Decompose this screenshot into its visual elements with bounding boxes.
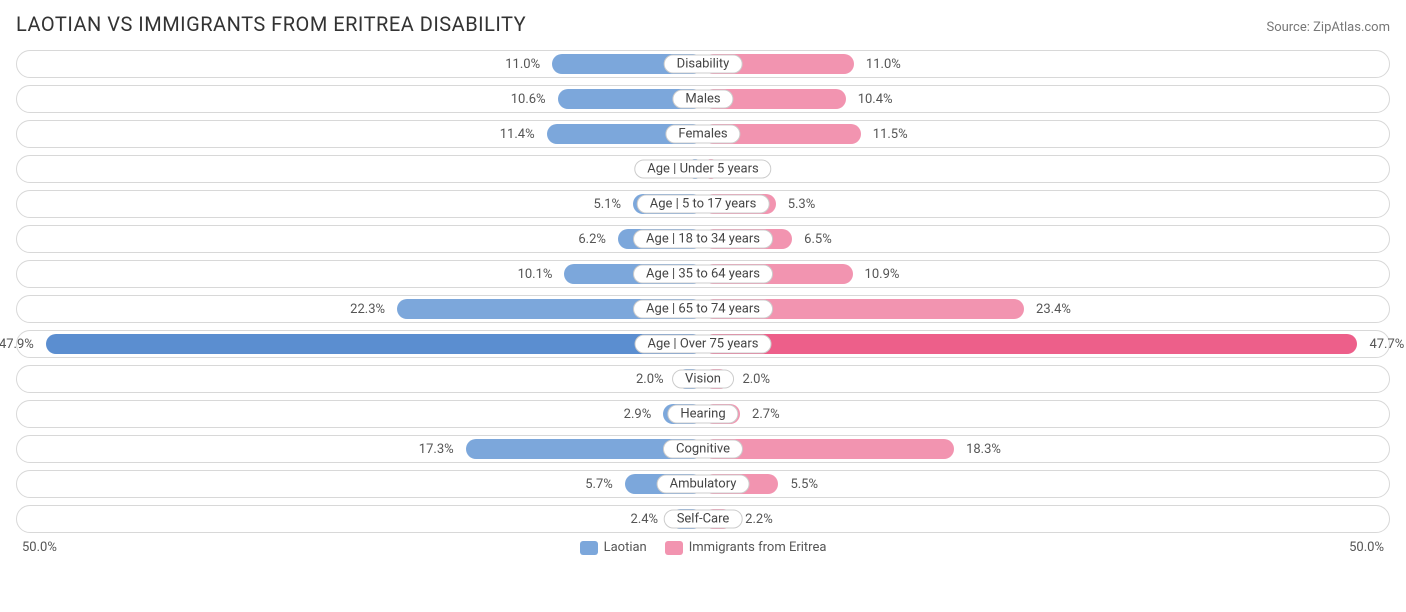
right-value: 11.0% [858, 57, 909, 72]
left-value: 17.3% [411, 442, 462, 457]
row-label: Hearing [667, 405, 738, 424]
chart-row: 17.3% 18.3% Cognitive [16, 435, 1390, 463]
right-value: 6.5% [796, 232, 840, 247]
left-bar [46, 334, 703, 354]
left-value: 2.4% [623, 512, 667, 527]
right-value: 11.5% [865, 127, 916, 142]
diverging-bar-chart: 11.0% 11.0% Disability 10.6% 10.4% Males 11.4%… [16, 50, 1390, 533]
left-value: 11.4% [492, 127, 543, 142]
right-value: 10.9% [857, 267, 908, 282]
chart-row: 5.7% 5.5% Ambulatory [16, 470, 1390, 498]
legend-swatch-right [665, 541, 683, 555]
chart-row: 1.2%1.2%Age | Under 5 years [16, 155, 1390, 183]
right-value: 5.3% [780, 197, 824, 212]
left-value: 22.3% [342, 302, 393, 317]
row-label: Disability [664, 55, 743, 74]
chart-row: 11.0% 11.0% Disability [16, 50, 1390, 78]
left-value: 2.0% [628, 372, 672, 387]
row-label: Ambulatory [657, 475, 750, 494]
right-bar [703, 334, 1357, 354]
axis-left-max: 50.0% [22, 540, 57, 555]
left-value: 10.1% [510, 267, 561, 282]
row-label: Age | 18 to 34 years [633, 230, 773, 249]
legend-item-left: Laotian [580, 540, 647, 555]
chart-row: 6.2% 6.5% Age | 18 to 34 years [16, 225, 1390, 253]
chart-row: 5.1% 5.3% Age | 5 to 17 years [16, 190, 1390, 218]
chart-row: 2.0% 2.0%Vision [16, 365, 1390, 393]
row-label: Males [672, 90, 733, 109]
row-label: Age | 65 to 74 years [633, 300, 773, 319]
right-value: 2.2% [737, 512, 781, 527]
right-value: 2.7% [744, 407, 788, 422]
left-value: 10.6% [503, 92, 554, 107]
chart-row: 47.9%47.7%Age | Over 75 years [16, 330, 1390, 358]
legend: Laotian Immigrants from Eritrea [580, 540, 827, 555]
row-label: Age | 35 to 64 years [633, 265, 773, 284]
chart-title: LAOTIAN VS IMMIGRANTS FROM ERITREA DISAB… [16, 12, 526, 36]
chart-row: 10.1% 10.9% Age | 35 to 64 years [16, 260, 1390, 288]
axis-right-max: 50.0% [1349, 540, 1384, 555]
chart-row: 11.4% 11.5% Females [16, 120, 1390, 148]
chart-row: 2.9% 2.7% Hearing [16, 400, 1390, 428]
right-value: 2.0% [734, 372, 778, 387]
right-value: 23.4% [1028, 302, 1079, 317]
right-value: 18.3% [958, 442, 1009, 457]
left-value: 2.9% [616, 407, 660, 422]
left-value: 11.0% [497, 57, 548, 72]
chart-row: 2.4% 2.2%Self-Care [16, 505, 1390, 533]
row-label: Cognitive [663, 440, 743, 459]
right-value: 47.7% [1361, 337, 1406, 352]
row-label: Age | 5 to 17 years [637, 195, 770, 214]
chart-row: 10.6% 10.4% Males [16, 85, 1390, 113]
row-label: Age | Over 75 years [635, 335, 772, 354]
left-value: 5.1% [585, 197, 629, 212]
legend-item-right: Immigrants from Eritrea [665, 540, 827, 555]
left-value: 6.2% [570, 232, 614, 247]
chart-row: 22.3% 23.4% Age | 65 to 74 years [16, 295, 1390, 323]
legend-swatch-left [580, 541, 598, 555]
legend-label-right: Immigrants from Eritrea [689, 540, 827, 555]
source-label: Source: ZipAtlas.com [1266, 20, 1390, 35]
row-label: Age | Under 5 years [634, 160, 771, 179]
right-value: 5.5% [782, 477, 826, 492]
left-value: 5.7% [577, 477, 621, 492]
legend-label-left: Laotian [604, 540, 647, 555]
row-label: Females [665, 125, 740, 144]
row-label: Self-Care [664, 510, 743, 529]
right-value: 10.4% [850, 92, 901, 107]
row-label: Vision [672, 370, 734, 389]
left-value: 47.9% [0, 337, 42, 352]
